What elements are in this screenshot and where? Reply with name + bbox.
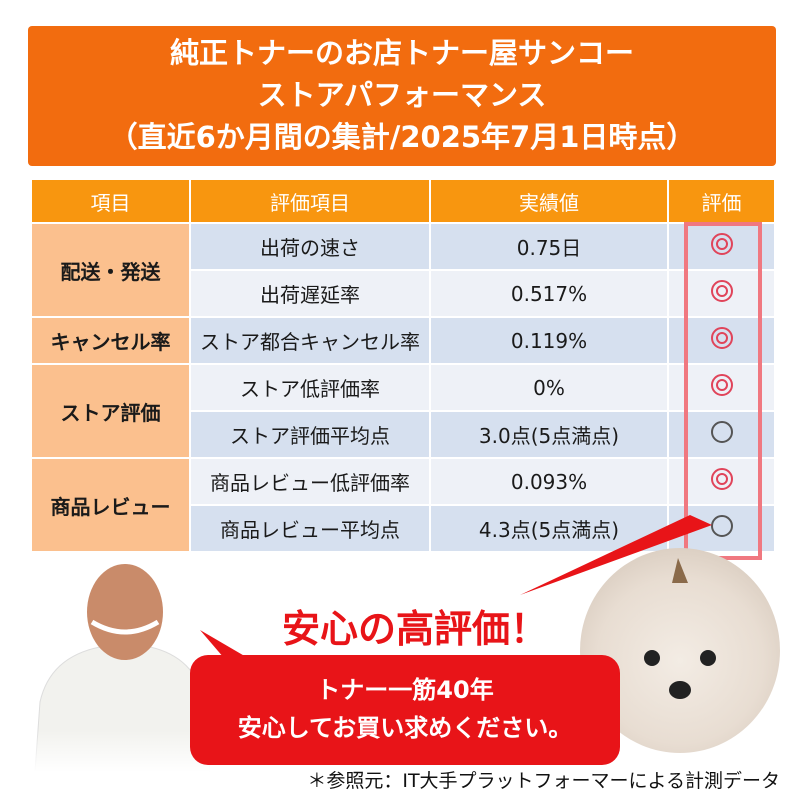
- category-cell: キャンセル率: [32, 318, 189, 363]
- header-item: 評価項目: [191, 180, 429, 222]
- value-cell: 0.093%: [431, 459, 667, 504]
- item-cell: 出荷の速さ: [191, 224, 429, 269]
- bubble-line-1: トナー一筋40年: [316, 676, 494, 704]
- double-circle-icon: [710, 280, 733, 302]
- item-cell: ストア都合キャンセル率: [191, 318, 429, 363]
- title-banner: 純正トナーのお店トナー屋サンコー ストアパフォーマンス （直近6か月間の集計/2…: [28, 26, 776, 166]
- rating-cell: [669, 318, 774, 363]
- speech-bubble: トナー一筋40年 安心してお買い求めください。: [190, 655, 620, 765]
- double-circle-icon: [710, 374, 733, 396]
- double-circle-icon: [710, 468, 733, 490]
- banner-line-1: 純正トナーのお店トナー屋サンコー: [169, 36, 634, 70]
- item-cell: 商品レビュー低評価率: [191, 459, 429, 504]
- category-cell: 商品レビュー: [32, 459, 189, 551]
- value-cell: 0.75日: [431, 224, 667, 269]
- header-rating: 評価: [669, 180, 774, 222]
- value-cell: 4.3点(5点満点): [431, 506, 667, 551]
- bubble-line-2: 安心してお買い求めください。: [237, 714, 573, 742]
- circle-icon: [710, 421, 733, 443]
- item-cell: 商品レビュー平均点: [191, 506, 429, 551]
- header-category: 項目: [32, 180, 189, 222]
- value-cell: 3.0点(5点満点): [431, 412, 667, 457]
- table-row: 商品レビュー 商品レビュー低評価率 0.093%: [32, 459, 774, 551]
- table-row: 配送・発送 出荷の速さ 0.75日: [32, 224, 774, 316]
- slogan-text: 安心の高評価！: [281, 607, 548, 651]
- rating-cell: [669, 412, 774, 457]
- source-footnote: ＊参照元：IT大手プラットフォーマーによる計測データ: [307, 770, 780, 792]
- table-row: ストア評価 ストア低評価率 0%: [32, 365, 774, 457]
- item-cell: 出荷遅延率: [191, 271, 429, 316]
- value-cell: 0.119%: [431, 318, 667, 363]
- man-photo: [30, 562, 210, 772]
- performance-table: 項目 評価項目 実績値 評価 配送・発送 出荷の速さ 0.75日 出荷遅延率 0…: [30, 178, 776, 553]
- value-cell: 0%: [431, 365, 667, 410]
- item-cell: ストア低評価率: [191, 365, 429, 410]
- value-cell: 0.517%: [431, 271, 667, 316]
- circle-icon: [710, 515, 733, 537]
- rating-cell: [669, 459, 774, 504]
- rating-cell: [669, 506, 774, 551]
- rating-cell: [669, 365, 774, 410]
- double-circle-icon: [710, 327, 733, 349]
- category-cell: 配送・発送: [32, 224, 189, 316]
- category-cell: ストア評価: [32, 365, 189, 457]
- rating-cell: [669, 224, 774, 269]
- banner-line-3: （直近6か月間の集計/2025年7月1日時点）: [108, 120, 696, 154]
- table-header-row: 項目 評価項目 実績値 評価: [32, 180, 774, 222]
- double-circle-icon: [710, 233, 733, 255]
- item-cell: ストア評価平均点: [191, 412, 429, 457]
- table-row: キャンセル率 ストア都合キャンセル率 0.119%: [32, 318, 774, 363]
- rating-cell: [669, 271, 774, 316]
- banner-line-2: ストアパフォーマンス: [257, 78, 547, 112]
- header-value: 実績値: [431, 180, 667, 222]
